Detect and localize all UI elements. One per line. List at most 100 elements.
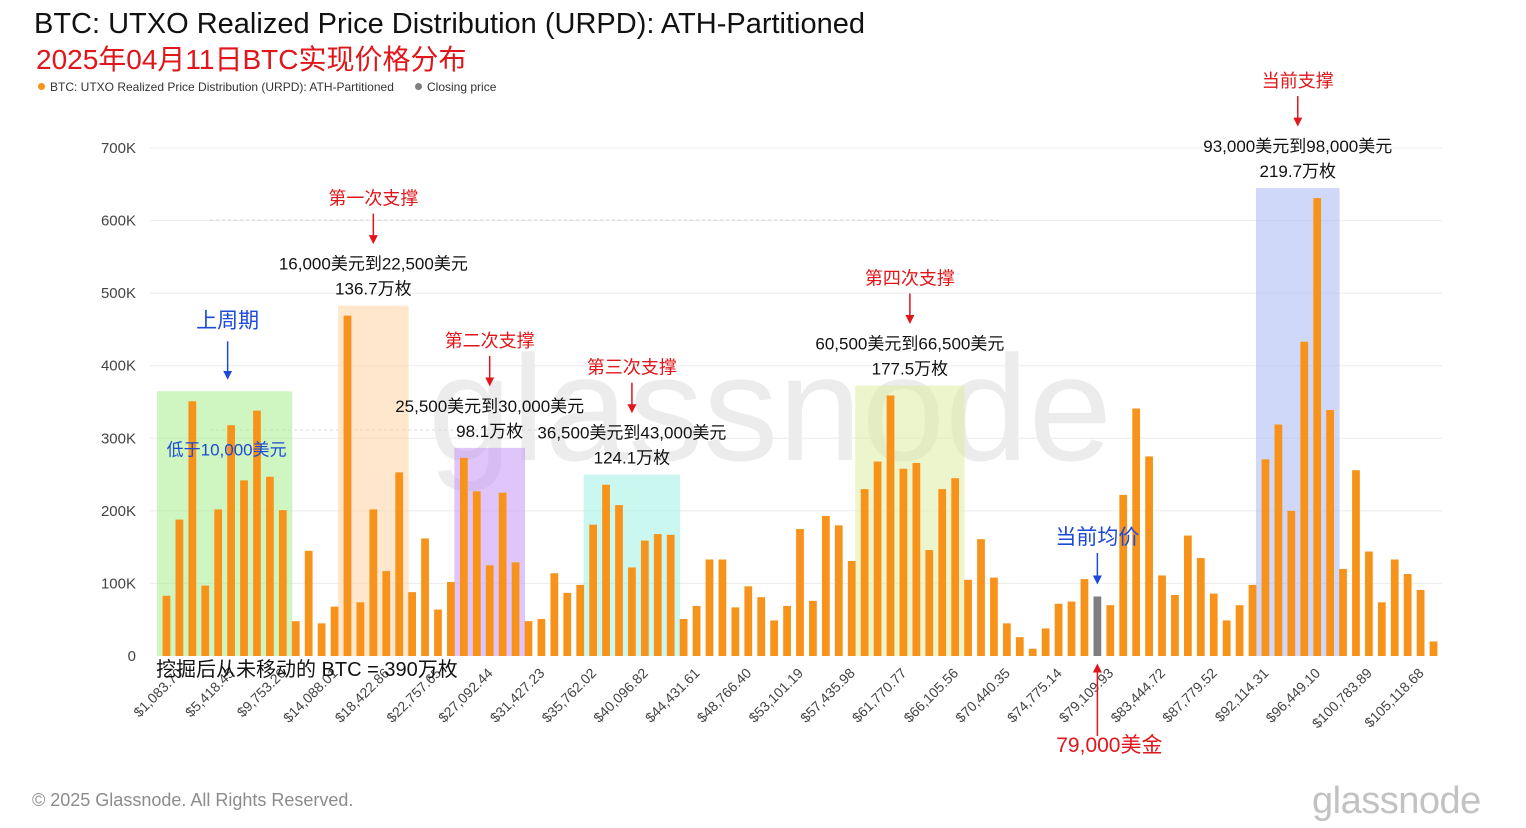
highlight-region <box>1255 188 1340 656</box>
y-tick-label: 400K <box>101 358 136 375</box>
y-tick-label: 100K <box>101 575 136 592</box>
bar <box>214 509 223 656</box>
y-tick-label: 600K <box>101 213 136 230</box>
region-range-label: 36,500美元到43,000美元 <box>537 424 726 443</box>
x-tick-label: $40,096.82 <box>590 665 651 726</box>
x-tick-label: $61,770.77 <box>849 665 910 726</box>
bar <box>201 585 210 656</box>
bar <box>1196 558 1205 656</box>
bar <box>615 505 623 656</box>
bar <box>317 623 326 656</box>
bar <box>899 468 908 656</box>
y-tick-label: 500K <box>101 285 136 302</box>
region-coin-count: 219.7万枚 <box>1260 162 1337 181</box>
legend-swatch-gray <box>415 83 422 90</box>
bar <box>343 315 352 656</box>
bar <box>1209 593 1218 656</box>
region-range-label: 25,500美元到30,000美元 <box>395 397 584 416</box>
bar <box>304 550 313 656</box>
bar <box>1028 648 1037 656</box>
bar <box>783 605 791 656</box>
bar <box>860 489 869 656</box>
bar <box>511 562 520 656</box>
copyright-text: © 2025 Glassnode. All Rights Reserved. <box>32 790 354 810</box>
bar <box>1403 573 1412 656</box>
x-tick-label: $31,427.23 <box>487 665 548 726</box>
y-tick-label: 0 <box>128 648 136 665</box>
bar <box>1416 589 1425 656</box>
bar <box>821 515 830 656</box>
bar <box>692 605 701 656</box>
chart-title: BTC: UTXO Realized Price Distribution (U… <box>34 8 866 40</box>
region-range-label: 低于10,000美元 <box>167 440 287 459</box>
bar <box>964 579 972 656</box>
bar <box>796 529 804 656</box>
bar <box>563 592 572 656</box>
bar <box>912 462 921 656</box>
bar <box>524 621 533 656</box>
x-tick-label: $53,101.19 <box>745 665 806 726</box>
bar <box>705 559 714 656</box>
bar <box>718 559 727 656</box>
region-coin-count: 124.1万枚 <box>594 449 671 468</box>
bar <box>162 595 171 656</box>
bar <box>757 597 766 656</box>
region-heading: 当前支撑 <box>1262 71 1334 91</box>
bar <box>1352 470 1360 656</box>
bar <box>770 620 779 656</box>
bar <box>666 534 675 656</box>
bar <box>1274 424 1283 656</box>
bar <box>1106 605 1115 656</box>
bar <box>395 472 404 656</box>
bar <box>447 581 455 656</box>
legend-label-closing-price: Closing price <box>427 80 497 94</box>
bar <box>1429 641 1438 656</box>
never-moved-annotation: 挖掘后从未移动的 BTC = 390万枚 <box>156 658 458 681</box>
bar <box>1365 551 1373 656</box>
bar <box>188 401 197 656</box>
bar <box>1339 568 1347 656</box>
bar <box>1235 605 1244 656</box>
bar <box>744 586 753 656</box>
bar <box>1132 408 1141 656</box>
bar <box>886 395 895 656</box>
bar <box>834 525 843 656</box>
bar <box>990 577 998 656</box>
region-coin-count: 98.1万枚 <box>456 422 523 441</box>
bar <box>227 425 235 656</box>
glassnode-logo: glassnode <box>1312 780 1481 822</box>
region-heading: 第一次支撑 <box>328 189 418 209</box>
bar <box>421 538 429 656</box>
bar <box>1015 637 1024 656</box>
legend-swatch-orange <box>38 83 45 90</box>
bar <box>356 602 365 656</box>
x-tick-label: $57,435.98 <box>797 665 858 726</box>
legend-label-urpd: BTC: UTXO Realized Price Distribution (U… <box>50 80 394 94</box>
bar <box>1067 601 1076 656</box>
x-tick-label: $83,444.72 <box>1107 665 1168 726</box>
y-tick-label: 300K <box>101 430 136 447</box>
bar <box>537 618 546 656</box>
bar <box>472 491 481 656</box>
price-79000-label: 79,000美金 <box>1056 734 1162 757</box>
bar <box>1300 341 1309 656</box>
region-range-label: 60,500美元到66,500美元 <box>815 334 1004 353</box>
bar <box>253 410 261 656</box>
bar <box>498 492 507 656</box>
bar <box>278 510 287 656</box>
bar <box>291 621 300 656</box>
bar <box>1377 602 1386 656</box>
bar <box>266 476 274 656</box>
glassnode-watermark: glassnode <box>428 324 1112 492</box>
x-tick-label: $79,109.93 <box>1056 665 1117 726</box>
bar <box>640 540 649 656</box>
bar <box>459 457 468 656</box>
bar <box>434 609 442 656</box>
bar <box>1171 595 1179 656</box>
bar <box>951 478 960 656</box>
region-coin-count: 136.7万枚 <box>335 280 412 299</box>
x-tick-label: $48,766.40 <box>694 665 755 726</box>
bar <box>925 550 934 656</box>
region-heading: 第三次支撑 <box>587 358 677 378</box>
